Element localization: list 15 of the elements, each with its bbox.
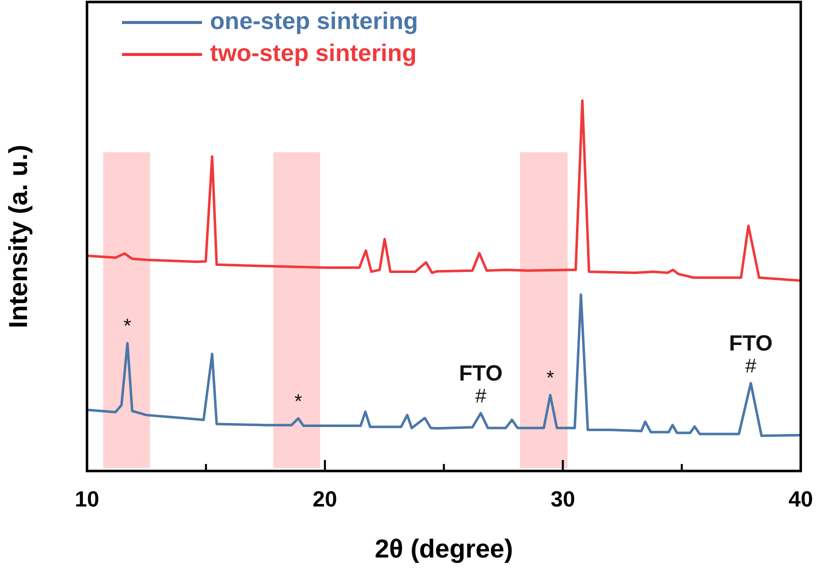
annotation: FTO	[458, 360, 503, 386]
annotation: *	[546, 368, 554, 390]
legend-label: two-step sintering	[210, 40, 417, 68]
x-axis-title: 2θ (degree)	[374, 534, 514, 564]
annotation: FTO	[729, 330, 773, 356]
x-tick-label: 40	[788, 486, 814, 512]
x-tick-label: 10	[74, 486, 100, 512]
annotation: #	[475, 386, 488, 408]
annotation: #	[745, 356, 758, 378]
annotation: *	[294, 390, 302, 413]
annotation: *	[124, 316, 132, 338]
y-axis-title: Intensity (a. u.)	[2, 144, 33, 328]
x-tick-label: 30	[550, 486, 576, 512]
x-tick-label: 20	[312, 486, 338, 512]
legend-label: one-step sintering	[210, 8, 418, 36]
